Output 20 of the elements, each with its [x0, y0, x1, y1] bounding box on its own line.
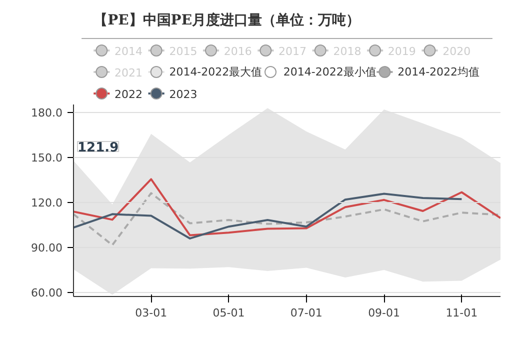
- y-tick-label: 120.0: [31, 196, 63, 210]
- legend-label: 2014-2022最大值: [169, 66, 262, 78]
- x-tick-label: 05-01: [212, 306, 245, 320]
- x-tick-label: 11-01: [446, 306, 478, 320]
- line-series: [74, 178, 500, 236]
- line-series: [74, 192, 463, 240]
- y-tick-label: 150.0: [31, 152, 63, 164]
- y-tick-label: 180.0: [31, 106, 63, 120]
- y-tick-label: 60.00: [31, 286, 63, 300]
- legend-label: 2014-2022均值: [398, 66, 480, 78]
- legend-label: 2014-2022最小值: [283, 66, 376, 78]
- x-tick-label: 09-01: [368, 306, 400, 320]
- line-series: [74, 192, 500, 246]
- legend-label: 2023: [169, 88, 198, 101]
- x-tick-label: 07-01: [290, 306, 322, 320]
- annotation: 121.9: [78, 140, 119, 156]
- legend-label: 2022: [114, 88, 143, 101]
- x-tick-label: 03-01: [135, 306, 168, 320]
- chart-title: 【PE】中国PE月度进口量（单位：万吨）: [94, 12, 360, 28]
- y-tick-label: 90.00: [31, 242, 63, 254]
